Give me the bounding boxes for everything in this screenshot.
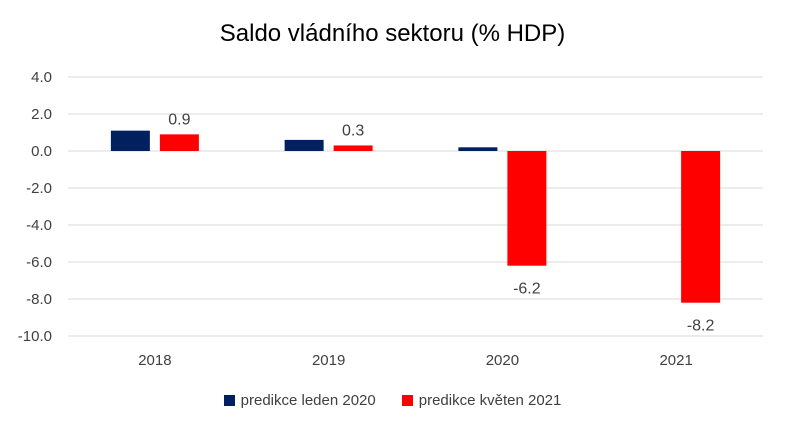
legend-swatch-series-1 <box>223 395 235 406</box>
bar-1-2020 <box>458 147 498 151</box>
chart-title: Saldo vládního sektoru (% HDP) <box>219 20 566 47</box>
bars <box>110 130 721 303</box>
legend-item-series-2: predikce květen 2021 <box>401 392 562 409</box>
data-label-2021: -8.2 <box>687 318 715 335</box>
y-tick-label: -6.0 <box>26 254 52 271</box>
bar-2-2021 <box>681 151 721 303</box>
y-tick-label: -2.0 <box>26 180 52 197</box>
data-label-2018: 0.9 <box>168 111 190 128</box>
x-tick-label: 2019 <box>312 352 345 369</box>
legend-item-series-1: predikce leden 2020 <box>223 392 376 409</box>
data-label-2020: -6.2 <box>513 281 541 298</box>
x-tick-label: 2021 <box>659 352 692 369</box>
data-label-2019: 0.3 <box>342 122 364 139</box>
legend-label-series-1: predikce leden 2020 <box>240 392 376 409</box>
bar-2-2020 <box>507 151 547 266</box>
legend-label-series-2: predikce květen 2021 <box>418 392 562 409</box>
y-tick-label: 0.0 <box>31 143 52 160</box>
x-tick-label: 2020 <box>486 352 519 369</box>
bar-1-2018 <box>110 130 150 151</box>
bar-2-2019 <box>333 145 373 151</box>
bar-2-2018 <box>159 134 199 151</box>
axis-labels: 4.0 2.0 0.0 -2.0 -4.0 -6.0 -8.0 -10.0 2018 2019 20… <box>18 69 693 369</box>
y-tick-label: -10.0 <box>18 328 52 345</box>
y-tick-label: 2.0 <box>31 106 52 123</box>
y-tick-label: -8.0 <box>26 291 52 308</box>
x-tick-label: 2018 <box>138 352 171 369</box>
legend: predikce leden 2020 predikce květen 2021 <box>0 392 785 409</box>
data-labels: 0.9 0.3 -6.2 -8.2 <box>168 111 714 334</box>
y-tick-label: 4.0 <box>31 69 52 86</box>
legend-swatch-series-2 <box>401 395 413 406</box>
bar-1-2019 <box>284 139 324 151</box>
y-tick-label: -4.0 <box>26 217 52 234</box>
